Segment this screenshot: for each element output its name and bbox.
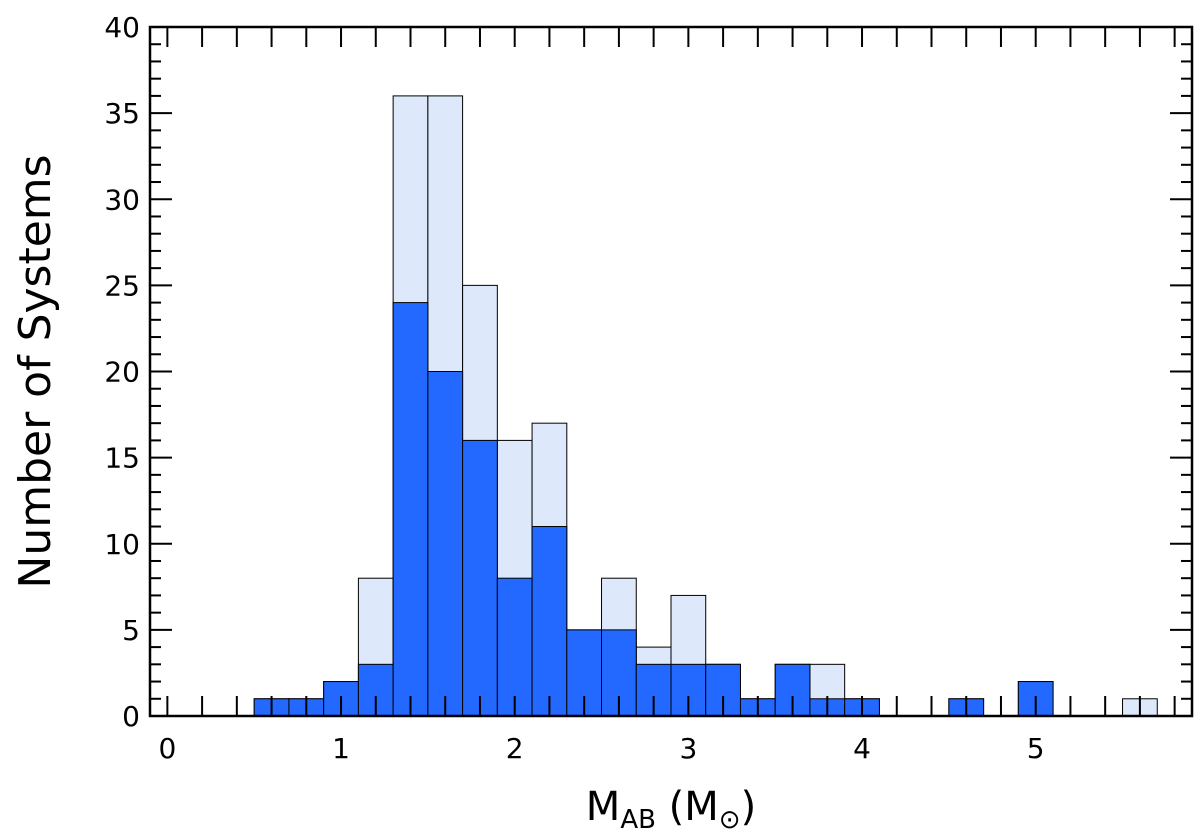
y-tick-label: 15 [104,442,140,475]
y-tick-label: 5 [122,614,140,647]
x-axis-label-unit-open: (M [656,784,719,830]
x-axis-label-main: M [586,784,621,830]
y-tick-label: 40 [104,11,140,44]
bar-series-1 [531,526,568,717]
y-tick-label: 20 [104,356,140,389]
y-tick-label: 25 [104,269,140,302]
background-bars [253,95,1158,717]
x-axis-label-subscript: AB [620,805,656,835]
y-tick-label: 35 [104,97,140,130]
x-tick-label: 1 [332,732,350,765]
bar-series-1 [427,371,464,717]
x-axis-label-unit-subscript: ⊙ [719,805,741,835]
bar-series-1 [392,302,429,717]
x-axis-label-unit-close: ) [741,784,757,830]
bar-series-1 [496,577,533,717]
axis-ticks [150,26,1192,717]
bar-series-1 [462,439,498,717]
y-axis-label: Number of Systems [10,154,61,588]
x-tick-label: 4 [853,732,871,765]
x-tick-label: 0 [158,732,176,765]
x-axis-label: MAB (M⊙) [586,784,756,835]
y-tick-label: 0 [122,700,140,733]
x-tick-label: 3 [679,732,697,765]
y-tick-labels: 0 5 10 15 20 25 30 35 40 [104,11,140,733]
x-tick-label: 2 [506,732,524,765]
plot-frame [148,25,1194,718]
x-tick-label: 5 [1027,732,1045,765]
x-tick-labels: 0 1 2 3 4 5 [158,732,1044,765]
y-tick-label: 30 [104,183,140,216]
y-tick-label: 10 [104,528,140,561]
